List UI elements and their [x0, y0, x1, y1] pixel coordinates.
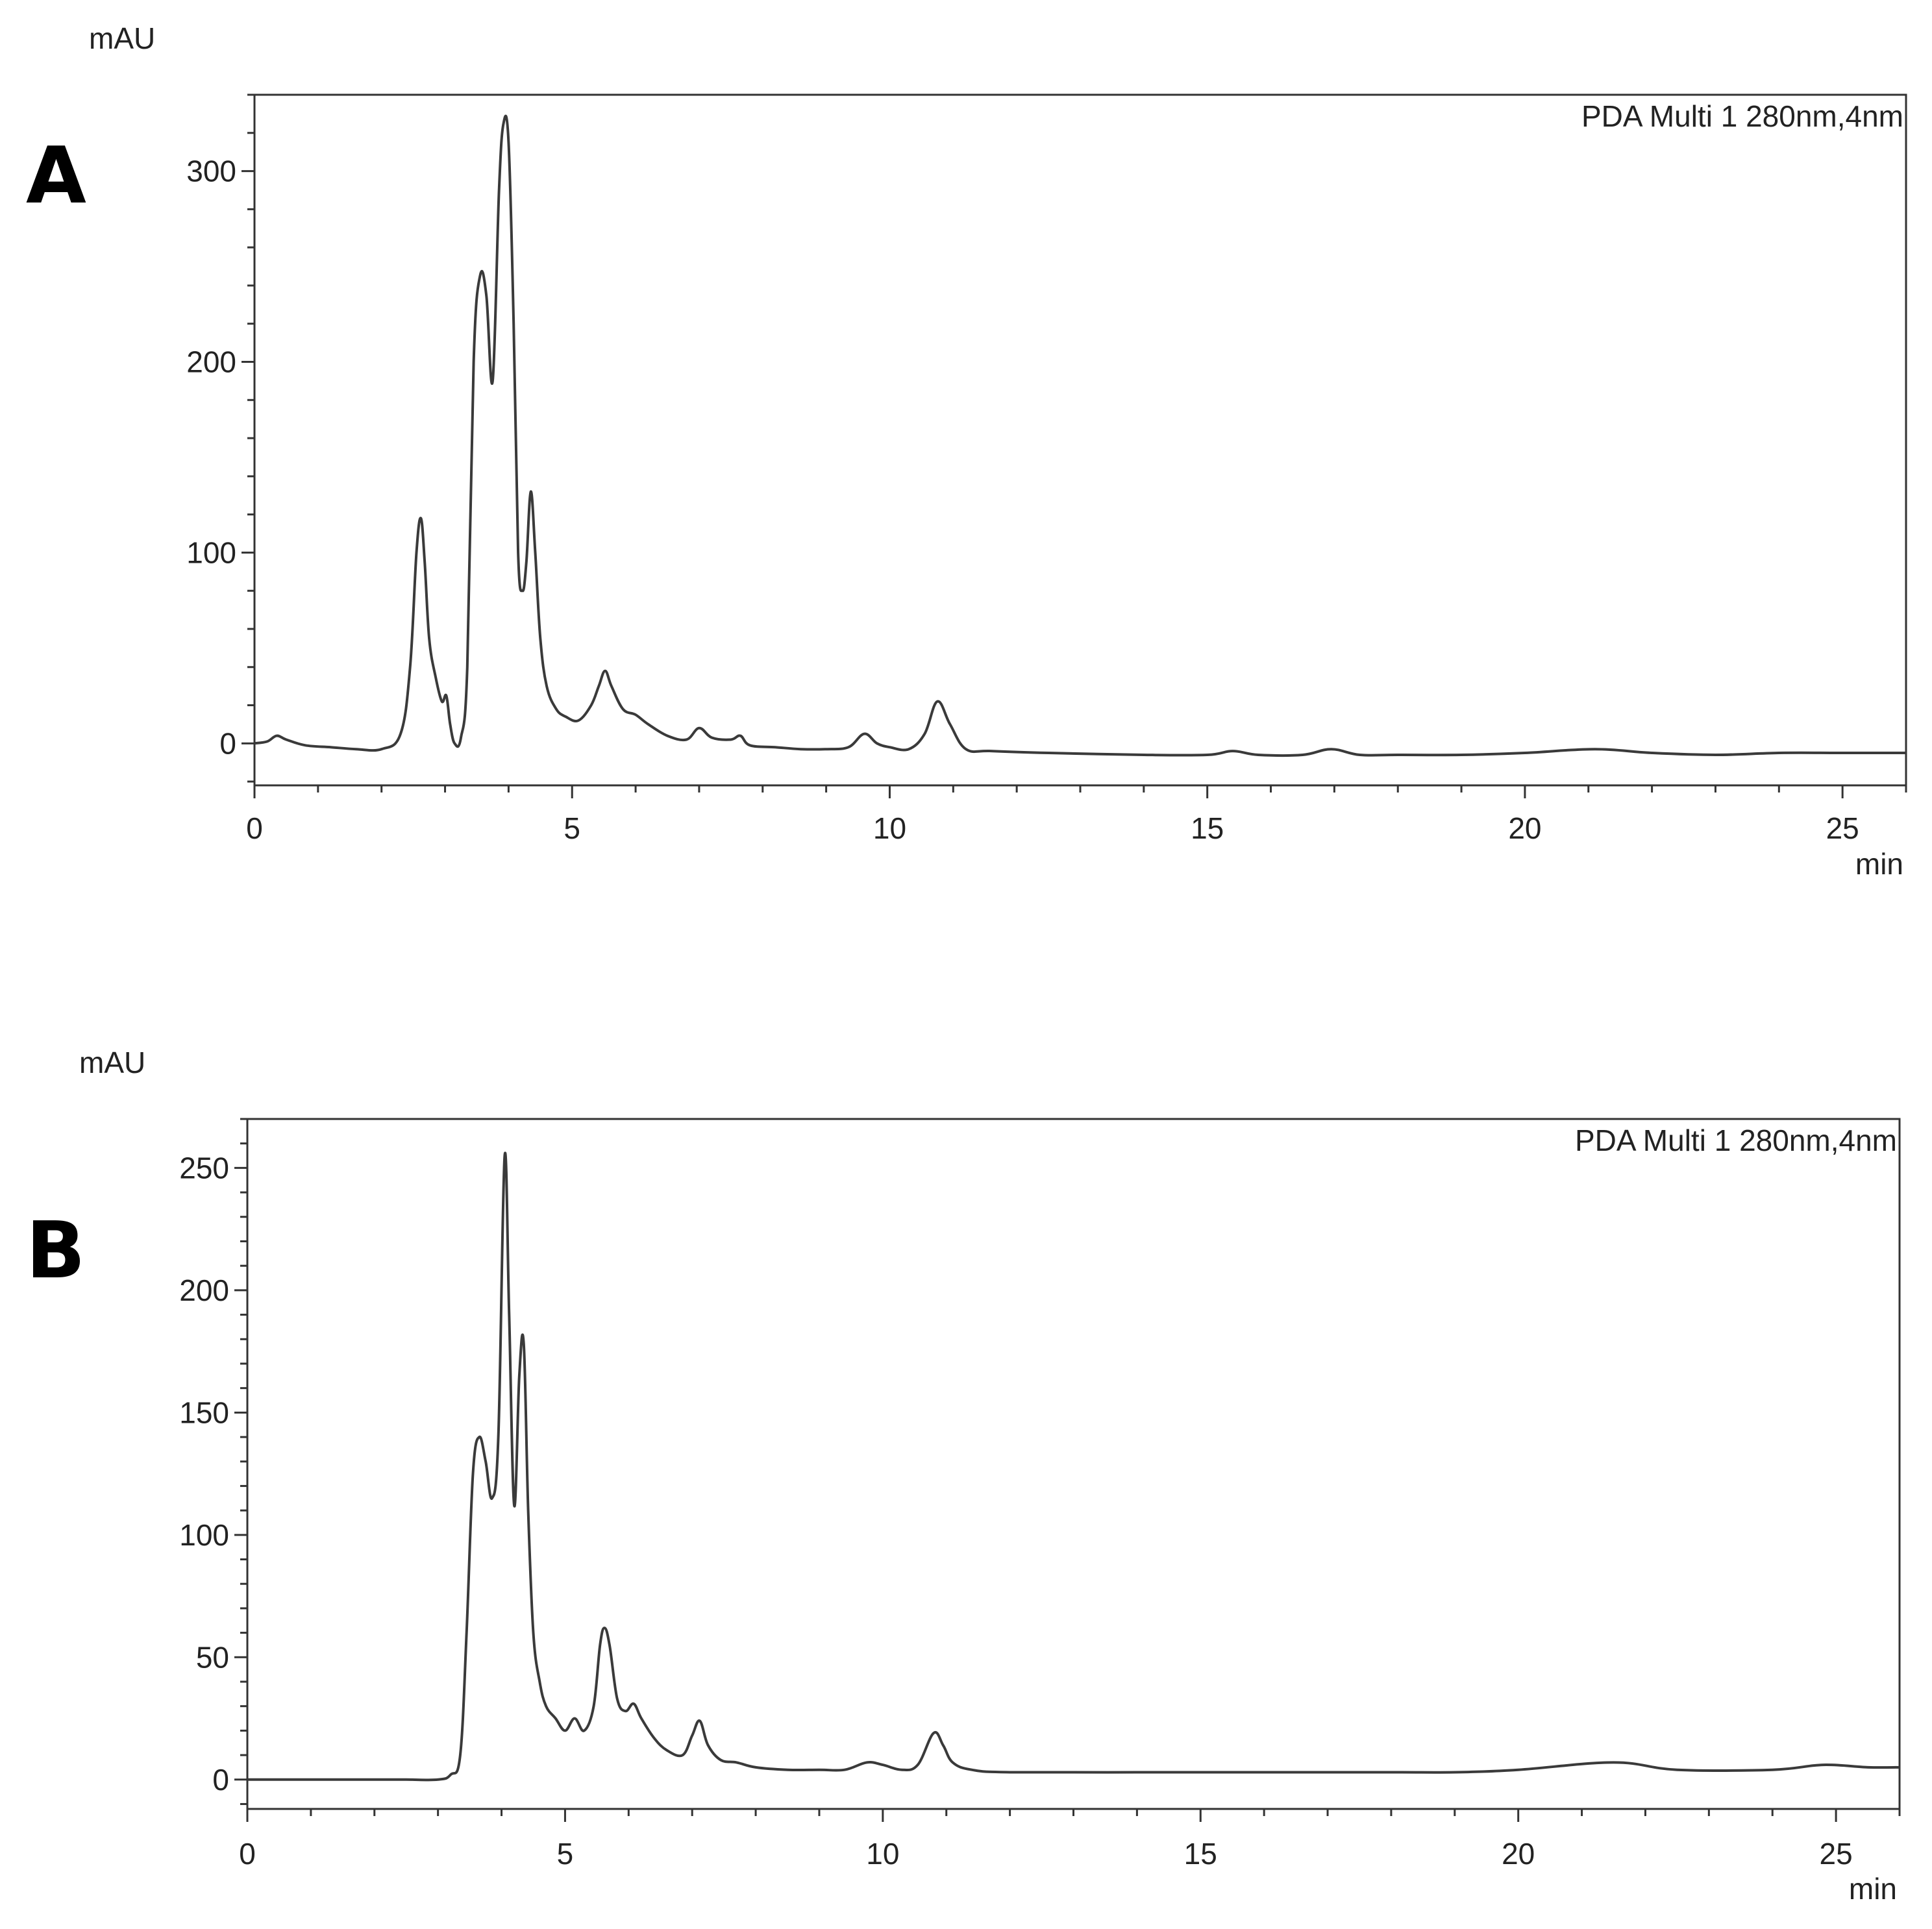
- panel-b-y-unit: mAU: [79, 1046, 145, 1079]
- y-tick-label: 50: [196, 1640, 229, 1674]
- y-tick-label: 250: [179, 1151, 229, 1185]
- x-tick-label: 5: [557, 1837, 574, 1871]
- y-tick-label: 100: [186, 535, 236, 569]
- panel-b-letter: B: [26, 1206, 85, 1296]
- panel-a-plot-frame: [253, 93, 1907, 787]
- x-tick-label: 10: [873, 811, 906, 845]
- panel-b-y-axis: 0 50 100 150 200 250: [179, 1118, 247, 1805]
- x-tick-label: 0: [239, 1837, 256, 1871]
- x-tick-label: 0: [246, 811, 263, 845]
- y-tick-label: 150: [179, 1395, 229, 1429]
- panel-a-y-axis: 0 100 200 300: [186, 93, 254, 783]
- panel-b-x-unit: min: [1849, 1872, 1897, 1906]
- x-tick-label: 10: [866, 1837, 899, 1871]
- panel-a-x-axis: 0 5 10 15 20 25: [246, 785, 1907, 845]
- panel-a-letter: A: [26, 131, 86, 221]
- panel-b-x-axis: 0 5 10 15 20 25: [239, 1809, 1901, 1871]
- y-tick-label: 200: [186, 345, 236, 378]
- panel-a-legend: PDA Multi 1 280nm,4nm: [1581, 99, 1903, 133]
- panel-a-x-unit: min: [1855, 847, 1903, 881]
- x-tick-label: 25: [1820, 1837, 1853, 1871]
- x-tick-label: 5: [564, 811, 580, 845]
- panel-b-legend: PDA Multi 1 280nm,4nm: [1575, 1124, 1897, 1157]
- panel-b-plot-frame: [246, 1118, 1901, 1810]
- panel-a-y-unit: mAU: [89, 21, 155, 55]
- x-tick-label: 20: [1502, 1837, 1535, 1871]
- y-tick-label: 100: [179, 1518, 229, 1552]
- y-tick-label: 200: [179, 1273, 229, 1307]
- x-tick-label: 25: [1826, 811, 1859, 845]
- panel-a-trace: [254, 114, 1906, 757]
- y-tick-label: 0: [219, 726, 236, 760]
- x-tick-label: 20: [1508, 811, 1541, 845]
- x-tick-label: 15: [1184, 1837, 1217, 1871]
- panel-b: B mAU PDA Multi 1 280nm,4nm 050100150200…: [26, 1046, 1901, 1906]
- panel-b-trace: [247, 1151, 1900, 1782]
- y-tick-label: 0: [212, 1763, 229, 1797]
- x-tick-label: 15: [1191, 811, 1224, 845]
- y-tick-label: 300: [186, 154, 236, 188]
